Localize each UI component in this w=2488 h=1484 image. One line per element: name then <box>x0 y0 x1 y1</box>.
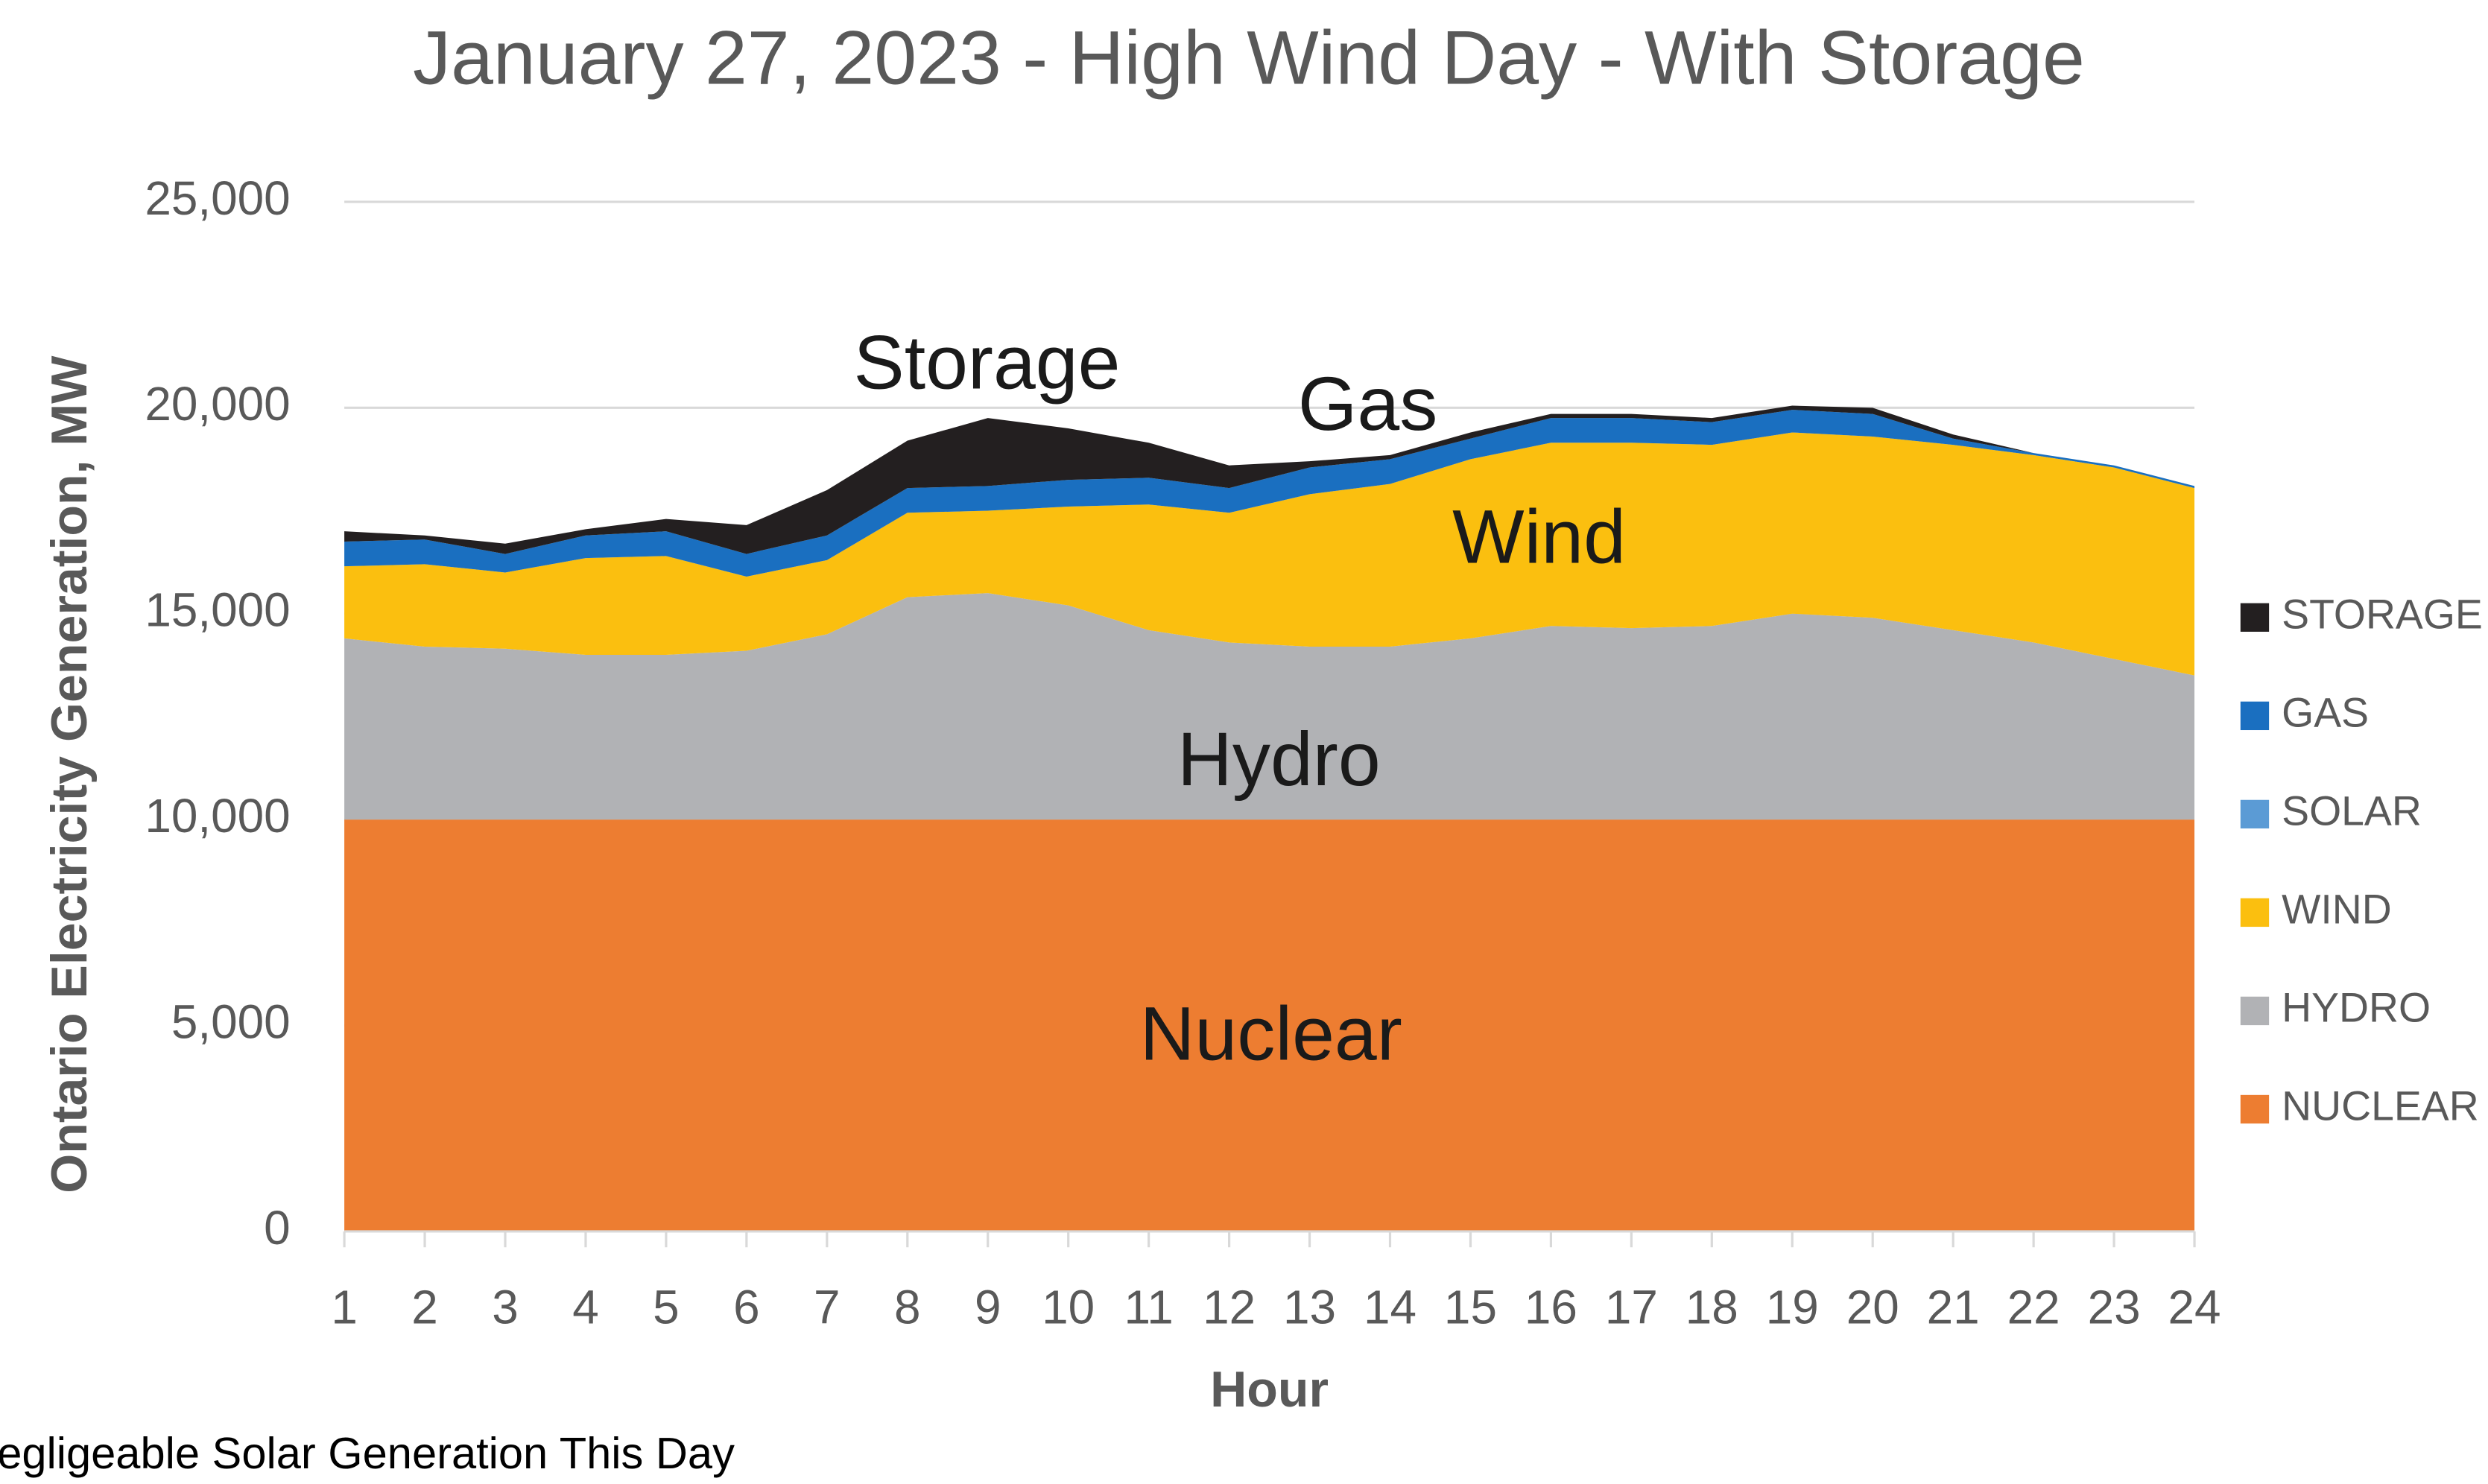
x-tick-label: 3 <box>492 1280 519 1334</box>
x-tick-label: 1 <box>331 1280 358 1334</box>
x-axis-label: Hour <box>1210 1361 1329 1418</box>
legend-label: GAS <box>2282 689 2369 735</box>
x-tick-label: 10 <box>1042 1280 1095 1334</box>
y-tick-label: 20,000 <box>145 377 290 431</box>
x-tick-label: 16 <box>1525 1280 1577 1334</box>
x-tick-label: 24 <box>2168 1280 2221 1334</box>
area <box>344 819 2195 1231</box>
legend-label: STORAGE <box>2282 591 2483 637</box>
legend-label: HYDRO <box>2282 985 2431 1031</box>
legend-swatch <box>2240 898 2270 928</box>
annotation: Gas <box>1298 361 1437 446</box>
footnote: Negligeable Solar Generation This Day <box>0 1428 735 1478</box>
annotation: Hydro <box>1177 716 1381 802</box>
x-tick-label: 7 <box>814 1280 841 1334</box>
legend-swatch <box>2240 701 2270 731</box>
chart-title: January 27, 2023 - High Wind Day - With … <box>413 15 2085 101</box>
x-tick-label: 19 <box>1766 1280 1819 1334</box>
x-tick-label: 13 <box>1283 1280 1336 1334</box>
legend-swatch <box>2240 799 2270 829</box>
x-tick-label: 14 <box>1364 1280 1416 1334</box>
annotation: Storage <box>854 320 1121 405</box>
y-axis-label: Ontario Electricity Generation, MW <box>41 355 98 1193</box>
area <box>344 405 2195 554</box>
x-tick-label: 11 <box>1124 1280 1173 1334</box>
legend-label: SOLAR <box>2282 788 2422 834</box>
x-tick-label: 15 <box>1444 1280 1497 1334</box>
y-tick-label: 15,000 <box>145 583 290 637</box>
legend-swatch <box>2240 996 2270 1026</box>
legend-label: WIND <box>2282 887 2392 933</box>
x-tick-label: 6 <box>733 1280 760 1334</box>
x-tick-label: 9 <box>975 1280 1001 1334</box>
y-tick-label: 5,000 <box>171 995 291 1048</box>
x-tick-label: 4 <box>572 1280 599 1334</box>
x-tick-label: 17 <box>1605 1280 1658 1334</box>
y-tick-label: 10,000 <box>145 789 290 843</box>
x-tick-label: 5 <box>653 1280 680 1334</box>
x-tick-label: 23 <box>2088 1280 2141 1334</box>
annotation: Nuclear <box>1140 990 1402 1076</box>
legend-label: NUCLEAR <box>2282 1083 2479 1129</box>
legend-swatch <box>2240 1094 2270 1124</box>
x-tick-label: 18 <box>1685 1280 1738 1334</box>
area <box>344 593 2195 820</box>
x-tick-label: 12 <box>1203 1280 1256 1334</box>
x-tick-label: 22 <box>2007 1280 2060 1334</box>
y-tick-label: 0 <box>264 1201 291 1255</box>
area <box>344 432 2195 676</box>
y-tick-label: 25,000 <box>145 171 290 225</box>
x-tick-label: 2 <box>411 1280 438 1334</box>
x-tick-label: 20 <box>1846 1280 1899 1334</box>
legend-swatch <box>2240 603 2270 632</box>
area <box>344 410 2195 577</box>
x-tick-label: 21 <box>1927 1280 1980 1334</box>
annotation: Wind <box>1452 494 1626 580</box>
x-tick-label: 8 <box>894 1280 921 1334</box>
